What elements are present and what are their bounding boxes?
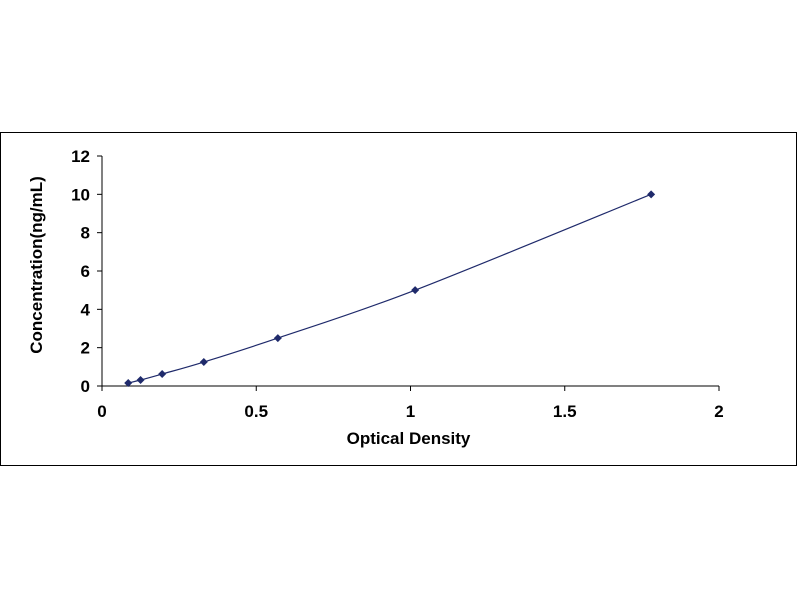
y-tick-label: 6 — [81, 262, 90, 281]
y-axis-title: Concentration(ng/mL) — [27, 176, 46, 354]
data-point — [273, 334, 282, 343]
data-point — [647, 190, 656, 199]
x-tick-label: 0 — [97, 402, 106, 421]
x-tick-label: 0.5 — [244, 402, 268, 421]
x-ticks: 0 0.5 1 1.5 2 — [97, 386, 724, 421]
data-point — [158, 370, 167, 379]
trend-line — [128, 193, 652, 384]
y-tick-label: 12 — [71, 147, 90, 166]
y-tick-label: 2 — [81, 339, 90, 358]
y-ticks: 0 2 4 6 8 10 12 — [71, 147, 102, 396]
y-tick-label: 4 — [81, 300, 91, 319]
x-tick-label: 1.5 — [553, 402, 577, 421]
x-tick-label: 1 — [406, 402, 415, 421]
y-tick-label: 0 — [81, 377, 90, 396]
x-tick-label: 2 — [714, 402, 723, 421]
y-tick-label: 8 — [81, 224, 90, 243]
data-point — [136, 376, 145, 385]
data-point — [411, 286, 420, 295]
chart-frame — [0, 132, 797, 466]
axes: 0 2 4 6 8 10 12 0 0.5 1 1.5 2 — [71, 147, 724, 421]
data-points — [124, 190, 656, 388]
x-axis-title: Optical Density — [347, 429, 471, 448]
data-point — [199, 358, 208, 367]
data-point — [124, 379, 133, 388]
y-tick-label: 10 — [71, 185, 90, 204]
